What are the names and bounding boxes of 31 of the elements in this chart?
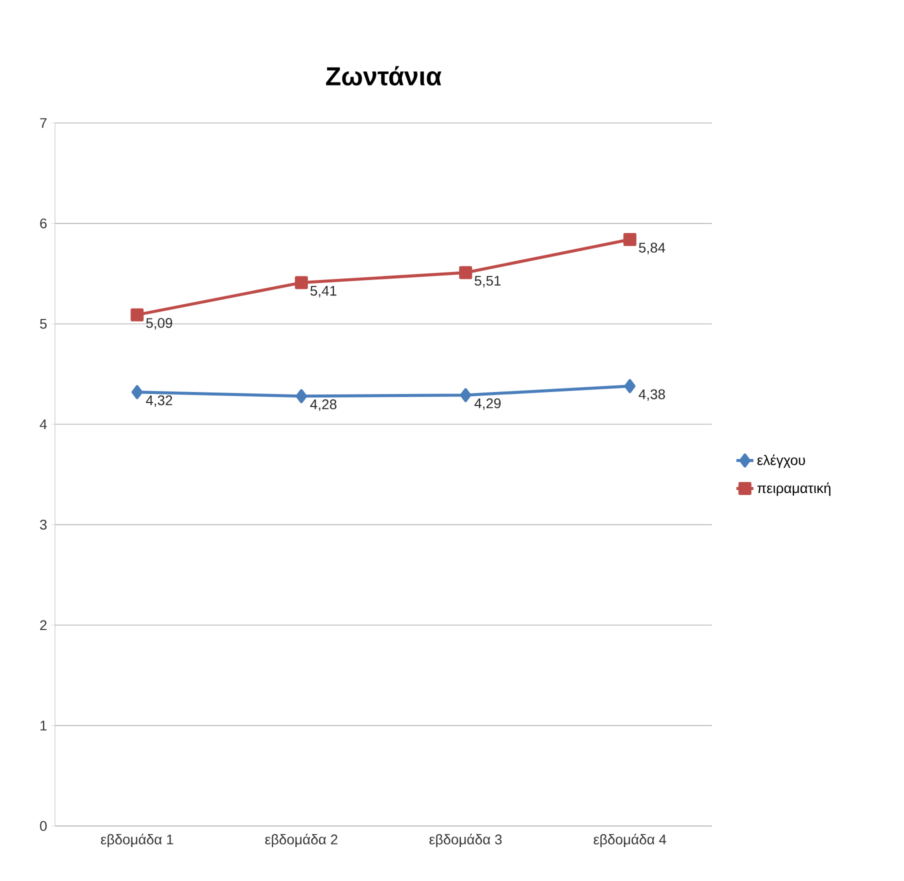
point [294, 276, 308, 290]
y-tick-label: 3 [40, 520, 47, 530]
data-label: 5,41 [310, 286, 336, 298]
data-label: 4,29 [474, 398, 501, 410]
point [132, 385, 143, 400]
point [459, 266, 472, 280]
x-tick-label: εβδομάδα 2 [265, 834, 338, 848]
data-label: 4,38 [638, 389, 665, 401]
data-label: 5,51 [474, 276, 501, 288]
chart-title: Ζωντάνια [326, 66, 442, 86]
y-tick-label: 0 [40, 821, 47, 831]
x-tick-label: εβδομάδα 3 [429, 834, 502, 848]
point [130, 308, 144, 322]
legend-label: πειραματική [757, 482, 830, 496]
legend-label: ελέγχου [757, 454, 805, 468]
x-tick-label: εβδομάδα 1 [100, 834, 174, 848]
point [623, 232, 636, 246]
data-label: 4,32 [146, 395, 172, 407]
y-tick-label: 7 [40, 118, 47, 128]
data-label: 4,28 [310, 399, 336, 411]
y-tick-label: 4 [40, 419, 47, 430]
data-label: 5,09 [146, 318, 172, 330]
y-tick-label: 2 [40, 620, 47, 630]
data-label: 5,84 [638, 242, 666, 254]
y-tick-label: 6 [40, 218, 47, 228]
point [624, 379, 636, 394]
point [460, 388, 472, 402]
point [296, 389, 308, 404]
x-tick-label: εβδομάδα 4 [594, 834, 666, 848]
y-tick-label: 5 [40, 318, 47, 329]
y-tick-label: 1 [40, 720, 47, 730]
